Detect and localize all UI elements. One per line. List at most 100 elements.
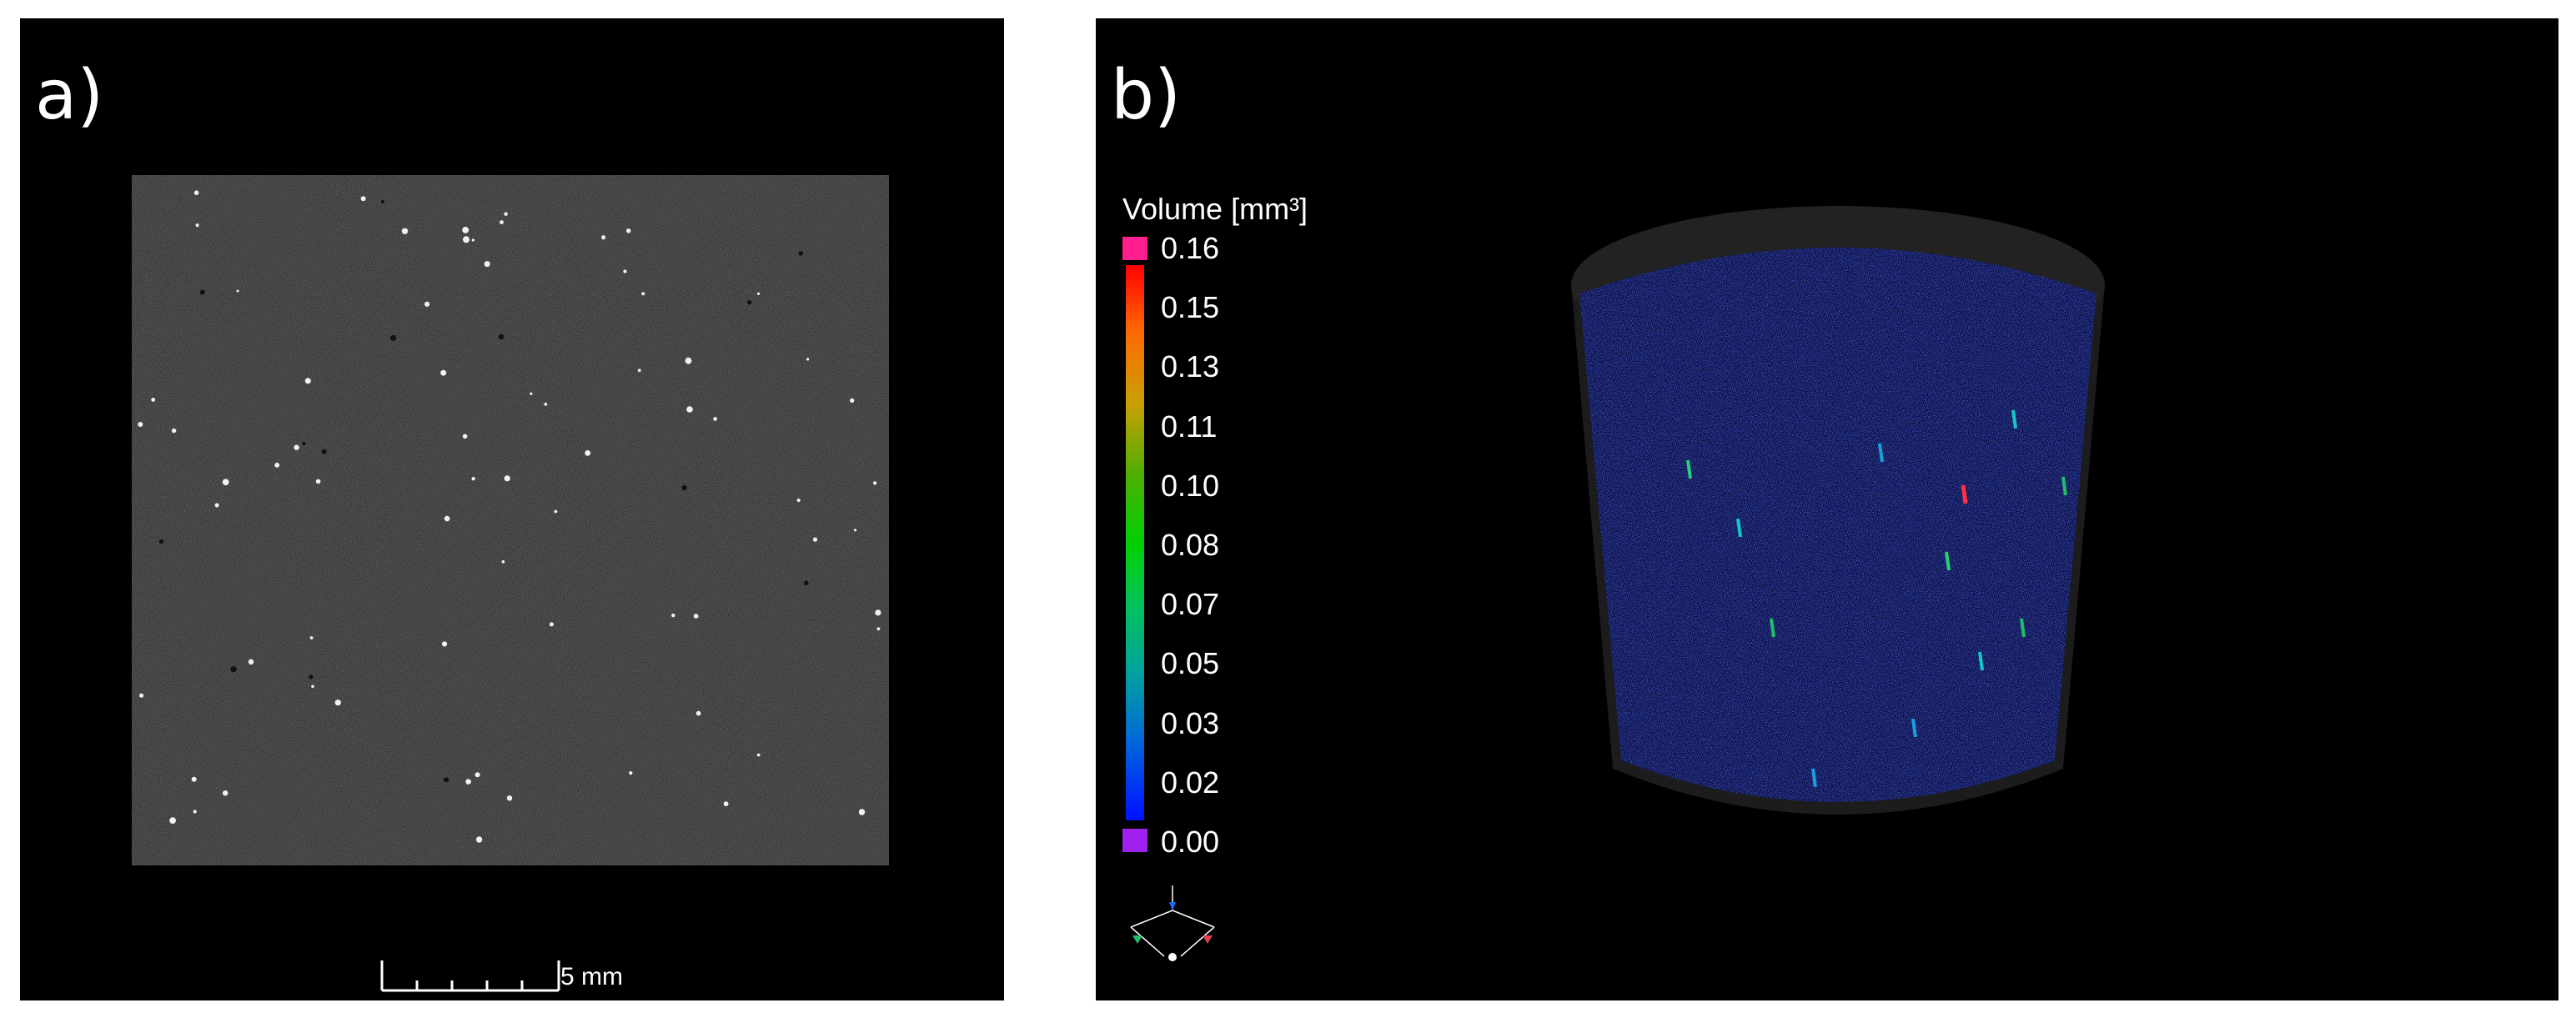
bright-speck (504, 475, 510, 482)
bright-speck (471, 238, 475, 242)
bright-speck (236, 289, 239, 293)
bright-speck (195, 223, 199, 228)
bright-speck (151, 398, 156, 402)
bright-speck (695, 710, 701, 716)
pore-mark (1878, 443, 1884, 463)
pore-mark (1911, 718, 1917, 738)
bright-speck (756, 753, 761, 757)
bright-speck (812, 537, 818, 542)
bright-speck (471, 477, 475, 481)
axes-orientation-icon (1130, 885, 1215, 961)
bright-speck (554, 509, 558, 514)
colorbar-tick-label: 0.15 (1161, 290, 1220, 325)
bright-speck (311, 684, 314, 689)
bright-speck (504, 212, 508, 216)
bright-speck (334, 700, 341, 706)
bright-speck (506, 795, 513, 801)
bright-speck (501, 560, 505, 564)
bright-speck (444, 515, 450, 522)
bright-speck (685, 357, 692, 364)
bright-speck (193, 810, 197, 814)
bright-speck (484, 261, 490, 268)
dark-pore (681, 484, 687, 491)
dark-pore (444, 777, 449, 783)
bright-speck (873, 481, 877, 485)
bright-speck (500, 220, 504, 224)
pore-mark (1978, 651, 1984, 671)
colorbar-tick-label: 0.13 (1161, 349, 1220, 384)
dark-pore (746, 300, 752, 305)
bright-speck (875, 609, 881, 616)
bright-speck (806, 358, 810, 361)
bright-speck (193, 190, 199, 195)
colorbar-tick-label: 0.03 (1161, 705, 1220, 740)
bright-speck (637, 369, 641, 373)
bright-speck (465, 779, 471, 785)
bright-speck (440, 369, 447, 376)
dark-pore (804, 580, 809, 586)
scale-bar-label: 5 mm (560, 963, 623, 990)
colored-pores (1686, 409, 2067, 788)
bright-speck (693, 614, 699, 619)
bright-speck (304, 378, 311, 384)
bright-speck (463, 236, 470, 243)
bright-speck (686, 406, 693, 413)
bright-speck (294, 444, 299, 450)
dark-pore (199, 289, 205, 295)
bright-speck (360, 196, 366, 202)
bright-speck (475, 772, 480, 778)
sample-cylinder-render (1571, 206, 2105, 815)
pore-mark (2011, 409, 2017, 429)
pore-mark (1770, 618, 1775, 638)
bright-speck (850, 398, 855, 403)
dark-pore (390, 334, 397, 341)
bright-speck (723, 801, 729, 806)
bright-speck (585, 450, 591, 456)
bright-speck (169, 817, 176, 824)
colorbar-tick-label: 0.08 (1161, 528, 1220, 562)
bright-speck (223, 790, 228, 796)
bright-speck (544, 403, 548, 406)
bright-speck (713, 417, 717, 421)
colorbar-tick-label: 0.00 (1161, 825, 1220, 859)
panel-label-b: b) (1111, 56, 1182, 135)
ct-slice-panel: a) 5 mm (20, 18, 1004, 1000)
colorbar-gradient (1126, 265, 1144, 820)
bright-speck (853, 529, 857, 532)
colorbar-min-cap (1122, 829, 1147, 852)
bright-speck (671, 613, 675, 618)
pore-mark (2061, 476, 2067, 496)
pore-render-panel: b) Volume [mm³] 0.16 0.15 0.13 0.11 0.10 0.08… (1096, 18, 2558, 1000)
dark-pore (380, 199, 384, 204)
dark-pore (798, 251, 803, 256)
bright-speck (549, 622, 554, 627)
bright-speck (756, 292, 761, 295)
bright-speck (858, 809, 866, 815)
bright-inclusions (138, 190, 881, 843)
bright-speck (171, 428, 177, 434)
colorbar-tick-label: 0.16 (1161, 231, 1220, 265)
colorbar-max-cap (1122, 237, 1147, 260)
bright-speck (441, 641, 448, 647)
colorbar-tick-label: 0.02 (1161, 765, 1220, 800)
pore-mark (1961, 484, 1968, 504)
bright-speck (214, 503, 219, 508)
bright-speck (462, 434, 468, 439)
bright-speck (138, 422, 143, 427)
bright-speck (309, 636, 314, 639)
ct-slice-image (132, 175, 889, 865)
bright-speck (401, 228, 409, 234)
bright-speck (626, 228, 631, 233)
bright-speck (191, 776, 197, 782)
dark-pore (309, 674, 314, 679)
panel-label-a: a) (35, 56, 104, 135)
bright-speck (222, 479, 229, 486)
colorbar (1122, 237, 1147, 852)
bright-speck (274, 462, 280, 468)
bright-speck (462, 227, 470, 233)
bright-speck (475, 836, 483, 843)
pore-mark (1945, 551, 1951, 571)
dark-pore (498, 333, 505, 340)
colorbar-tick-label: 0.10 (1161, 468, 1220, 503)
bright-speck (248, 659, 254, 664)
